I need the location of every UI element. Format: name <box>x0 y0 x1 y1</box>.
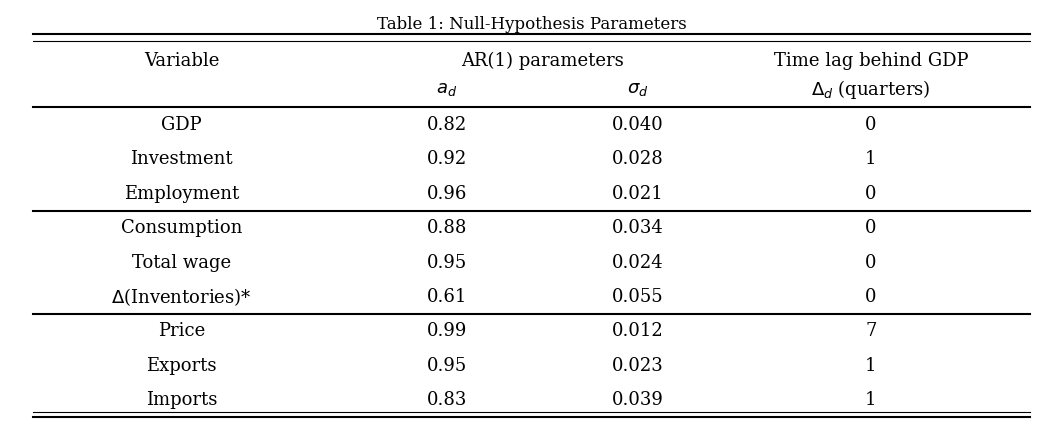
Text: 0: 0 <box>865 219 877 237</box>
Text: 0.028: 0.028 <box>611 150 663 168</box>
Text: 1: 1 <box>865 150 877 168</box>
Text: 0.055: 0.055 <box>611 288 663 306</box>
Text: 0.023: 0.023 <box>611 357 663 375</box>
Text: 0.88: 0.88 <box>426 219 467 237</box>
Text: 0.024: 0.024 <box>611 254 663 272</box>
Text: Variable: Variable <box>144 52 219 70</box>
Text: 0.040: 0.040 <box>611 116 663 134</box>
Text: Imports: Imports <box>146 391 217 409</box>
Text: 0.92: 0.92 <box>426 150 467 168</box>
Text: 0: 0 <box>865 254 877 272</box>
Text: Investment: Investment <box>131 150 233 168</box>
Text: 0: 0 <box>865 116 877 134</box>
Text: 0.96: 0.96 <box>426 185 467 203</box>
Text: 1: 1 <box>865 391 877 409</box>
Text: 0: 0 <box>865 185 877 203</box>
Text: 0.039: 0.039 <box>611 391 663 409</box>
Text: 0.012: 0.012 <box>611 322 663 340</box>
Text: 0.99: 0.99 <box>426 322 467 340</box>
Text: 0.95: 0.95 <box>426 357 467 375</box>
Text: Time lag behind GDP: Time lag behind GDP <box>774 52 968 70</box>
Text: 0.61: 0.61 <box>426 288 467 306</box>
Text: 0.021: 0.021 <box>611 185 663 203</box>
Text: 0.82: 0.82 <box>426 116 467 134</box>
Text: 1: 1 <box>865 357 877 375</box>
Text: Total wage: Total wage <box>132 254 231 272</box>
Text: 0.95: 0.95 <box>426 254 467 272</box>
Text: Table 1: Null-Hypothesis Parameters: Table 1: Null-Hypothesis Parameters <box>376 16 687 33</box>
Text: Consumption: Consumption <box>121 219 242 237</box>
Text: 0.034: 0.034 <box>611 219 663 237</box>
Text: $\sigma_d$: $\sigma_d$ <box>627 81 648 98</box>
Text: 0.83: 0.83 <box>426 391 467 409</box>
Text: 0: 0 <box>865 288 877 306</box>
Text: $a_d$: $a_d$ <box>436 81 457 98</box>
Text: Price: Price <box>158 322 205 340</box>
Text: GDP: GDP <box>162 116 202 134</box>
Text: $\Delta$(Inventories)*: $\Delta$(Inventories)* <box>112 286 252 308</box>
Text: AR(1) parameters: AR(1) parameters <box>460 52 624 70</box>
Text: Exports: Exports <box>147 357 217 375</box>
Text: $\Delta_d$ (quarters): $\Delta_d$ (quarters) <box>811 78 930 101</box>
Text: 7: 7 <box>865 322 877 340</box>
Text: Employment: Employment <box>124 185 239 203</box>
